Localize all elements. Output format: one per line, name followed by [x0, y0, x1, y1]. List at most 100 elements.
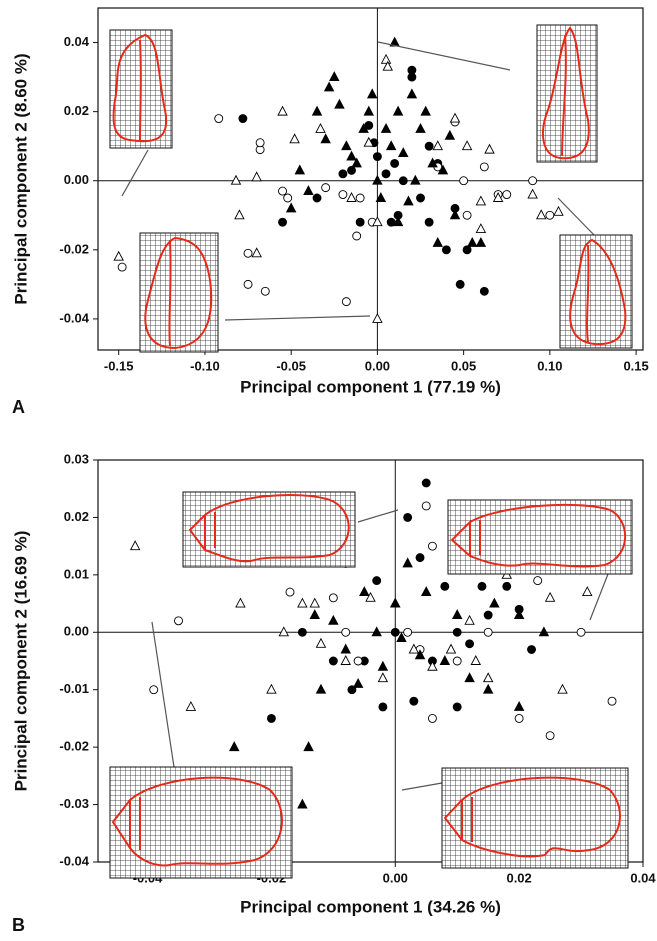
point — [346, 192, 357, 202]
point — [329, 71, 340, 82]
point — [396, 632, 407, 642]
point — [502, 190, 512, 199]
panel-label: A — [12, 397, 25, 417]
point — [452, 656, 462, 666]
point — [441, 245, 451, 255]
point — [392, 216, 404, 227]
point — [528, 176, 538, 186]
point — [462, 210, 472, 220]
point — [544, 591, 556, 602]
point — [381, 169, 391, 179]
point — [372, 312, 383, 323]
connector — [357, 509, 399, 523]
point — [328, 593, 338, 603]
point — [462, 245, 472, 255]
point — [409, 696, 419, 706]
point — [347, 165, 356, 175]
point — [285, 587, 295, 597]
point — [437, 164, 449, 175]
point — [297, 627, 307, 637]
connector — [401, 782, 443, 791]
connector — [589, 573, 609, 621]
point — [303, 185, 314, 196]
x-tick-label: 0.05 — [451, 358, 476, 373]
point — [513, 609, 525, 620]
point — [234, 209, 245, 220]
inset-grid — [109, 29, 173, 149]
y-tick-label: 0.01 — [64, 566, 89, 581]
point — [455, 279, 465, 289]
point — [410, 174, 421, 185]
point — [452, 702, 462, 712]
point — [390, 597, 401, 608]
point — [402, 557, 413, 568]
y-tick-label: 0.04 — [64, 34, 90, 49]
point — [482, 683, 494, 694]
y-tick-label: 0.02 — [64, 509, 89, 524]
y-tick-label: -0.02 — [59, 241, 89, 256]
inset-grid — [109, 766, 293, 879]
point — [251, 247, 262, 258]
point — [461, 140, 473, 151]
point — [372, 174, 383, 185]
point — [416, 193, 425, 203]
y-tick-label: 0.03 — [64, 451, 89, 466]
plot-frame — [97, 459, 644, 863]
connector — [121, 149, 149, 197]
point — [465, 639, 475, 649]
point — [475, 195, 487, 206]
point — [297, 798, 308, 809]
point — [415, 122, 426, 133]
inset-grid — [441, 767, 629, 869]
point — [377, 660, 389, 671]
y-tick-label: 0.02 — [64, 103, 89, 118]
point — [533, 576, 543, 586]
point — [439, 655, 451, 665]
deformation-insets — [109, 491, 633, 879]
point — [341, 627, 351, 637]
point — [117, 262, 127, 272]
point — [243, 248, 253, 258]
point — [479, 286, 489, 296]
point — [309, 597, 321, 608]
point — [403, 512, 413, 522]
connector — [224, 315, 371, 321]
point — [372, 576, 382, 586]
point — [527, 188, 538, 199]
point — [576, 627, 586, 637]
point — [363, 105, 375, 116]
point — [346, 150, 357, 161]
point — [358, 122, 369, 133]
point — [398, 147, 409, 158]
point — [278, 186, 287, 196]
y-tick-label: -0.01 — [59, 681, 89, 696]
point — [365, 591, 376, 602]
inset-grid — [559, 234, 633, 349]
point — [185, 700, 197, 711]
point — [390, 627, 400, 637]
point — [214, 114, 224, 123]
point — [363, 136, 375, 147]
point — [502, 581, 512, 591]
point — [427, 660, 438, 671]
point — [427, 713, 437, 723]
point — [545, 731, 555, 741]
point — [452, 627, 462, 637]
point — [309, 609, 321, 620]
point — [464, 614, 475, 625]
point — [129, 540, 141, 551]
point — [557, 683, 568, 694]
point — [372, 152, 382, 161]
point — [251, 171, 262, 182]
point — [385, 140, 397, 151]
y-tick-label: -0.02 — [59, 739, 89, 754]
point — [277, 105, 288, 116]
point — [514, 713, 524, 723]
point — [352, 231, 362, 241]
point — [535, 209, 547, 220]
point — [235, 597, 246, 608]
point — [406, 88, 418, 99]
point — [238, 114, 248, 123]
point — [483, 627, 493, 637]
